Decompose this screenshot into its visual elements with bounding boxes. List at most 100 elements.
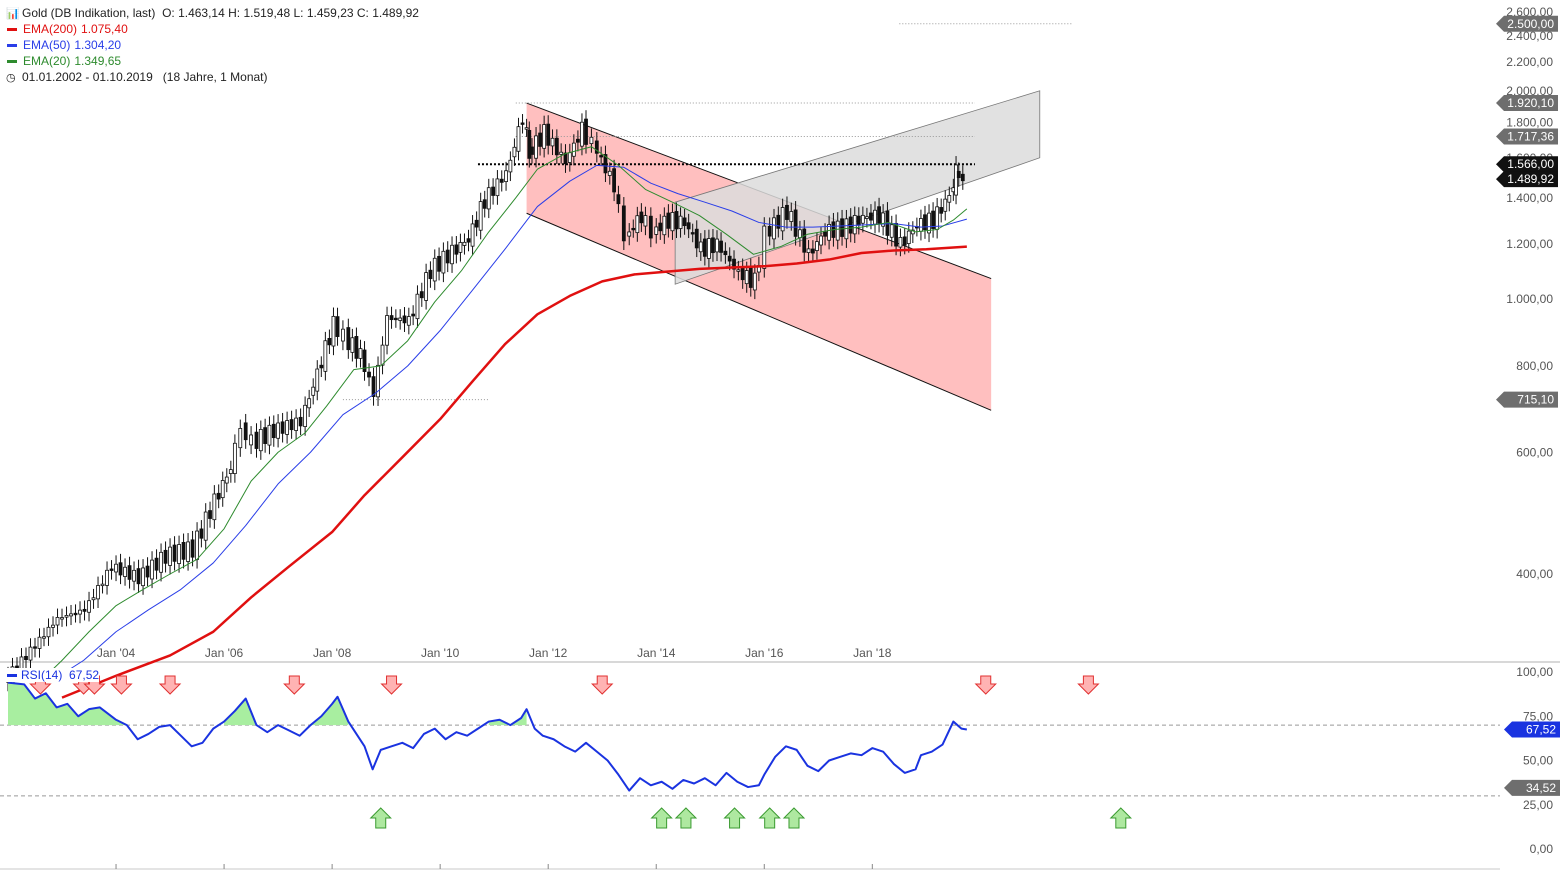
candle-body [762, 225, 767, 269]
candle-body [60, 617, 64, 620]
rsi-legend: RSI(14) 67,52 [6, 668, 100, 682]
candle-body [584, 118, 588, 145]
candle-body [69, 613, 73, 617]
candle-body [798, 229, 802, 239]
candle-body [567, 152, 572, 163]
chart-legend: 📊 Gold (DB Indikation, last) O: 1.463,14 … [6, 5, 419, 85]
candle-body [607, 170, 612, 176]
candle-body [380, 344, 385, 366]
candle-body [294, 417, 299, 431]
grey-trend-channel [674, 90, 1041, 285]
ema20-swatch [7, 60, 17, 64]
candle-body [810, 248, 815, 254]
candle-body [789, 211, 794, 222]
candle-body [478, 201, 483, 231]
rsi-tick-label: 100,00 [1516, 665, 1553, 679]
price-tag-label: 1.566,00 [1507, 157, 1554, 171]
candle-body [662, 215, 667, 236]
candle-body [815, 241, 819, 251]
up-arrow-icon [674, 807, 698, 829]
candle-body [616, 194, 621, 205]
rsi-tick-label: 75,00 [1523, 709, 1553, 723]
candle-body [258, 428, 263, 452]
candle-body [454, 244, 459, 255]
candle-body [516, 126, 521, 152]
candle-body [919, 218, 923, 232]
red-channel-lower-line [526, 212, 992, 411]
candle-body [474, 219, 479, 228]
candle-body [398, 317, 403, 321]
candle-body [589, 136, 594, 145]
candle-body [271, 423, 276, 439]
down-arrow-icon [158, 675, 182, 695]
candle-body [599, 155, 604, 158]
price-tag-label: 2.500,00 [1507, 17, 1554, 31]
rsi-tick-label: 50,00 [1523, 754, 1553, 768]
candle-body [78, 609, 82, 615]
price-tick-label: 600,00 [1516, 445, 1553, 459]
candle-body [323, 340, 328, 372]
candle-body [208, 510, 212, 519]
candle-body [512, 146, 517, 158]
ema200-label: EMA(200) [23, 22, 78, 36]
candle-body [100, 583, 105, 587]
candle-body [263, 427, 268, 444]
candle-body [865, 216, 869, 219]
candle-body [723, 250, 728, 256]
candle-body [835, 220, 840, 241]
x-axis-label: Jan '16 [745, 646, 784, 660]
candle-body [550, 137, 555, 147]
up-arrow-icon [650, 807, 673, 829]
rsi-tag-label: 67,52 [1526, 722, 1556, 736]
candle-body [319, 364, 324, 369]
x-axis-label: Jan '04 [97, 646, 136, 660]
candle-body [666, 212, 671, 229]
candle-body [462, 241, 467, 246]
candle-body [220, 480, 225, 499]
candle-body [118, 562, 123, 576]
candle-body [740, 266, 745, 281]
candle-body [190, 539, 195, 558]
candle-body [243, 422, 248, 441]
candle-body [367, 371, 371, 378]
candle-body [172, 544, 177, 562]
price-tick-label: 2.600,00 [1506, 5, 1553, 19]
candle-body [132, 569, 136, 582]
candle-body [238, 428, 243, 449]
candle-body [580, 121, 584, 147]
price-tag [1496, 171, 1558, 188]
candle-body [947, 195, 952, 203]
candle-body [159, 551, 163, 573]
candle-body [495, 178, 500, 197]
candle-body [823, 231, 827, 237]
candle-body [141, 567, 145, 587]
candle-body [203, 511, 208, 541]
up-arrow-icon [723, 807, 746, 829]
candle-body [631, 227, 636, 231]
candle-body [594, 140, 599, 154]
candle-body [376, 364, 380, 398]
candle-body [289, 419, 294, 431]
candle-body [42, 636, 46, 639]
price-tick-label: 400,00 [1516, 567, 1553, 581]
candle-body [530, 146, 534, 155]
candle-body [341, 328, 345, 342]
candle-body [466, 238, 471, 243]
candle-body [727, 255, 732, 262]
candle-body [648, 215, 653, 239]
legend-ema200-row: EMA(200) 1.075,40 [6, 21, 419, 37]
candle-body [504, 170, 508, 183]
ema20-value: 1.349,65 [74, 54, 122, 68]
ema50-line [50, 164, 967, 682]
candle-body [105, 569, 109, 586]
candle-body [331, 315, 336, 347]
candle-body [563, 152, 568, 165]
candle-body [470, 223, 475, 247]
candle-body [445, 249, 450, 264]
candle-body [554, 137, 559, 156]
candle-body [889, 224, 894, 238]
candle-body [350, 337, 355, 353]
candle-body [670, 212, 675, 232]
candle-body [802, 228, 807, 253]
